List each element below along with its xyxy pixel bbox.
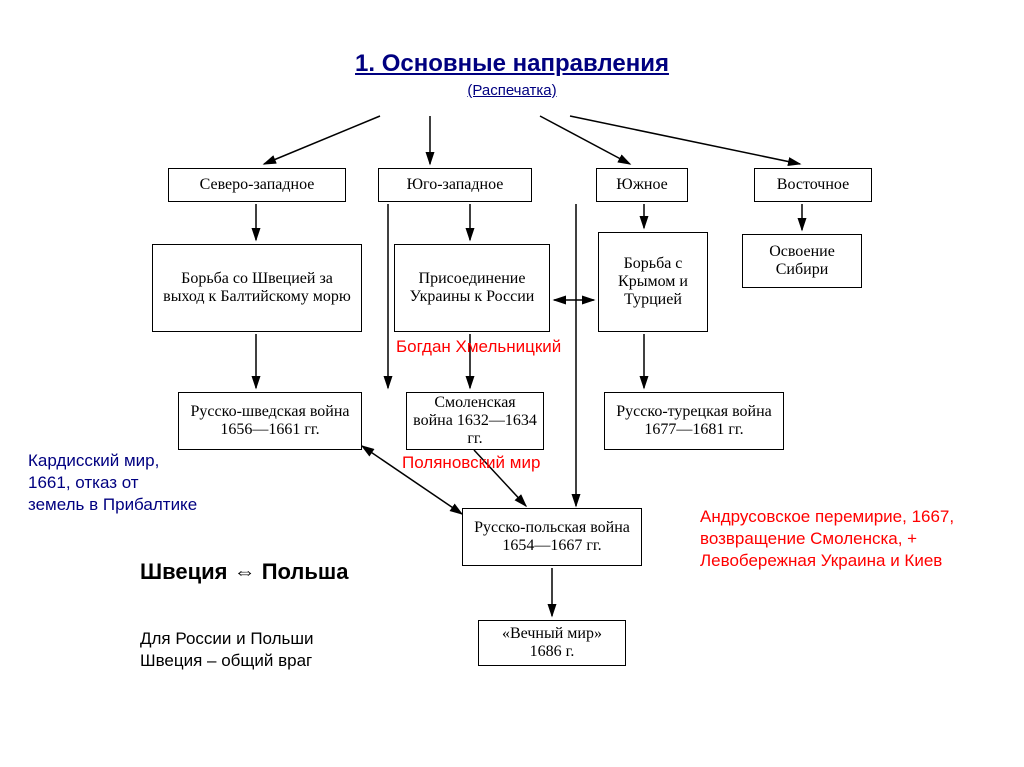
box-russo-turkish-war: Русско-турецкая война 1677—1681 гг. — [604, 392, 784, 450]
box-nw-goal: Борьба со Швецией за выход к Балтийскому… — [152, 244, 362, 332]
box-russo-polish-war: Русско-польская война 1654—1667 гг. — [462, 508, 642, 566]
page-title: 1. Основные направления — [0, 0, 1024, 78]
note-bogdan: Богдан Хмельницкий — [396, 336, 566, 358]
note-common-enemy: Для России и Польши Швеция – общий враг — [140, 628, 370, 672]
box-east: Восточное — [754, 168, 872, 202]
box-south: Южное — [596, 168, 688, 202]
note-polyanov: Поляновский мир — [402, 452, 602, 474]
page-subtitle: (Распечатка) — [0, 82, 1024, 99]
note-andrusovo: Андрусовское перемирие, 1667, возвращени… — [700, 506, 960, 572]
box-northwest: Северо-западное — [168, 168, 346, 202]
box-eternal-peace: «Вечный мир» 1686 г. — [478, 620, 626, 666]
box-southwest: Юго-западное — [378, 168, 532, 202]
box-south-goal: Борьба с Крымом и Турцией — [598, 232, 708, 332]
box-russo-swedish-war: Русско-шведская война 1656—1661 гг. — [178, 392, 362, 450]
box-sw-goal: Присоединение Украины к России — [394, 244, 550, 332]
note-kardis: Кардисский мир, 1661, отказ от земель в … — [28, 450, 198, 516]
box-smolensk-war: Смоленская война 1632—1634 гг. — [406, 392, 544, 450]
box-east-goal: Освоение Сибири — [742, 234, 862, 288]
note-sweden-poland: Швеция ⇔ Польша — [140, 558, 360, 587]
